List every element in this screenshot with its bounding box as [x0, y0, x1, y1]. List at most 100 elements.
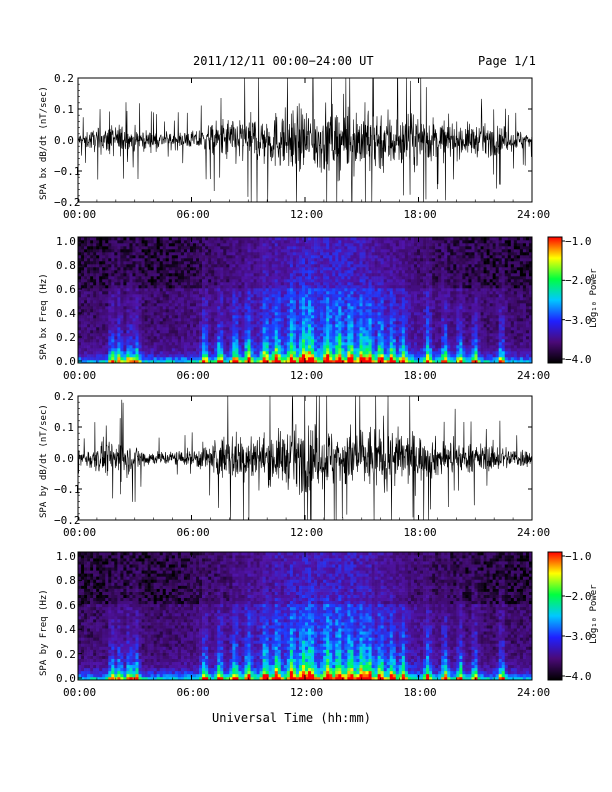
heatmap-cell: [386, 339, 391, 343]
heatmap-cell: [268, 342, 273, 346]
heatmap-cell: [323, 351, 327, 355]
heatmap-cell: [259, 270, 263, 274]
heatmap-cell: [117, 288, 121, 292]
heatmap-cell: [368, 351, 372, 355]
heatmap-cell: [235, 255, 239, 259]
heatmap-cell: [432, 312, 436, 316]
heatmap-cell: [235, 345, 239, 349]
heatmap-cell: [359, 315, 363, 319]
heatmap-cell: [117, 252, 121, 256]
heatmap-cell: [410, 360, 415, 364]
heatmap-cell: [404, 249, 409, 253]
heatmap-cell: [250, 318, 254, 322]
heatmap-cell: [214, 333, 218, 337]
heatmap-cell: [177, 303, 182, 307]
heatmap-cell: [298, 321, 303, 325]
heatmap-cell: [235, 282, 239, 286]
heatmap-cell: [280, 339, 285, 343]
heatmap-cell: [280, 282, 285, 286]
heatmap-cell: [350, 288, 354, 292]
heatmap-cell: [380, 348, 384, 352]
heatmap-cell: [362, 252, 366, 256]
heatmap-cell: [286, 297, 291, 301]
heatmap-cell: [202, 324, 206, 328]
heatmap-cell: [159, 348, 164, 352]
heatmap-cell: [78, 297, 82, 301]
heatmap-cell: [96, 237, 100, 241]
heatmap-cell: [280, 333, 285, 337]
heatmap-cell: [244, 327, 248, 331]
heatmap-cell: [398, 255, 403, 259]
heatmap-cell: [392, 303, 397, 307]
heatmap-cell: [329, 357, 333, 361]
heatmap-cell: [111, 333, 115, 337]
heatmap-cell: [232, 288, 236, 292]
heatmap-cell: [259, 318, 263, 322]
heatmap-cell: [374, 354, 378, 358]
heatmap-cell: [283, 258, 288, 262]
heatmap-cell: [253, 246, 257, 250]
heatmap-cell: [202, 333, 206, 337]
heatmap-cell: [416, 252, 421, 256]
heatmap-cell: [265, 267, 269, 271]
heatmap-cell: [289, 351, 294, 355]
heatmap-cell: [295, 270, 300, 274]
heatmap-cell: [211, 354, 215, 358]
heatmap-cell: [193, 243, 197, 247]
heatmap-cell: [295, 243, 300, 247]
heatmap-cell: [308, 255, 312, 259]
heatmap-cell: [102, 327, 106, 331]
heatmap-cell: [217, 240, 221, 244]
heatmap-cell: [144, 300, 148, 304]
heatmap-cell: [135, 357, 139, 361]
heatmap-cell: [265, 297, 269, 301]
heatmap-cell: [235, 279, 239, 283]
heatmap-cell: [126, 249, 130, 253]
heatmap-cell: [105, 351, 109, 355]
heatmap-cell: [226, 291, 230, 295]
heatmap-cell: [147, 249, 151, 253]
heatmap-cell: [159, 273, 164, 277]
heatmap-cell: [78, 324, 82, 328]
heatmap-cell: [180, 273, 185, 277]
heatmap-cell: [81, 276, 85, 280]
heatmap-cell: [335, 252, 339, 256]
heatmap-cell: [114, 300, 118, 304]
heatmap-cell: [344, 240, 348, 244]
heatmap-cell: [253, 291, 257, 295]
heatmap-cell: [220, 351, 224, 355]
heatmap-cell: [335, 297, 339, 301]
heatmap-cell: [277, 237, 282, 241]
heatmap-cell: [353, 339, 357, 343]
heatmap-cell: [332, 297, 336, 301]
heatmap-cell: [426, 246, 430, 250]
heatmap-cell: [335, 303, 339, 307]
heatmap-cell: [193, 297, 197, 301]
heatmap-cell: [383, 276, 388, 280]
heatmap-cell: [341, 279, 345, 283]
heatmap-cell: [111, 249, 115, 253]
heatmap-cell: [410, 348, 415, 352]
heatmap-cell: [398, 324, 403, 328]
heatmap-cell: [256, 342, 260, 346]
heatmap-cell: [214, 267, 218, 271]
heatmap-cell: [120, 273, 124, 277]
heatmap-cell: [108, 264, 112, 268]
heatmap-cell: [84, 327, 88, 331]
heatmap-cell: [114, 291, 118, 295]
heatmap-cell: [199, 282, 203, 286]
heatmap-cell: [420, 249, 424, 253]
heatmap-cell: [123, 306, 127, 310]
heatmap-cell: [338, 348, 342, 352]
heatmap-cell: [298, 264, 303, 268]
heatmap-cell: [386, 342, 391, 346]
heatmap-cell: [365, 312, 369, 316]
heatmap-cell: [338, 321, 342, 325]
heatmap-cell: [386, 327, 391, 331]
heatmap-cell: [135, 291, 139, 295]
heatmap-cell: [335, 291, 339, 295]
heatmap-cell: [250, 252, 254, 256]
heatmap-cell: [241, 333, 245, 337]
heatmap-cell: [392, 240, 397, 244]
heatmap-cell: [241, 345, 245, 349]
